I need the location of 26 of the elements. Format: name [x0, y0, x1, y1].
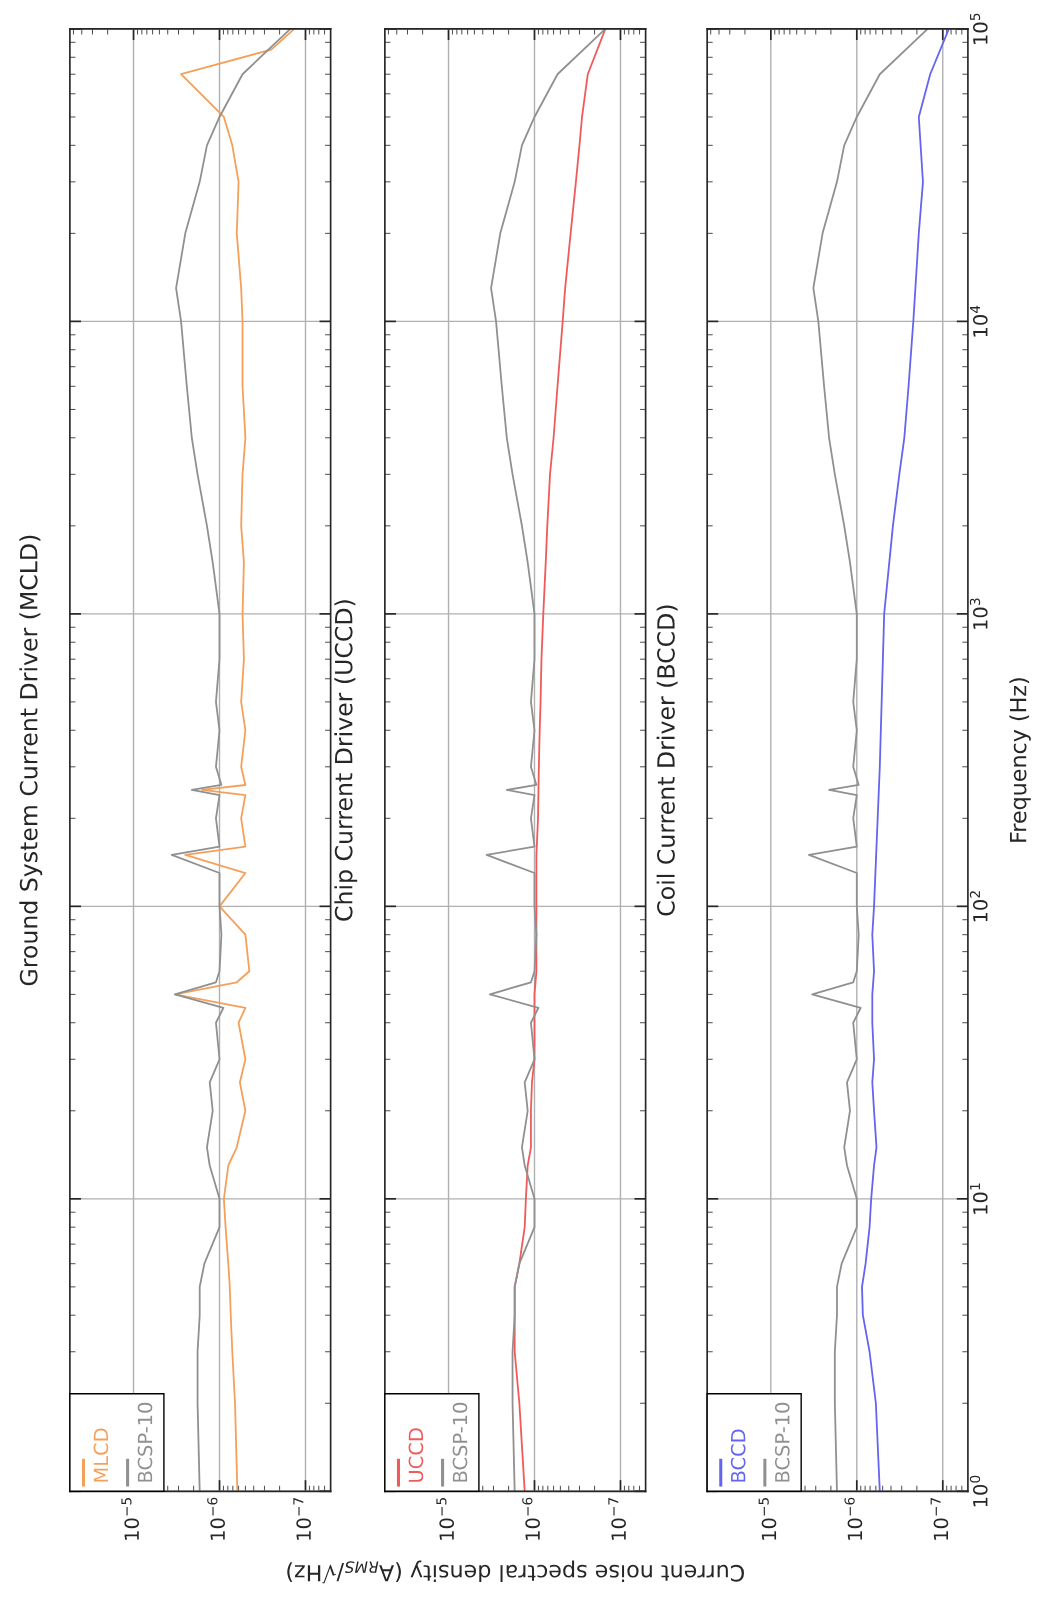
text: BCSP-10: [774, 1402, 790, 1482]
x-tick-label: 10$^{−6}$: [844, 1497, 863, 1540]
x-axis-title: Current noise spectral density (A$_{RMS}$/√Hz): [287, 1560, 744, 1584]
text: Coil Current Driver (BCCD): [656, 605, 678, 916]
x-tick-label: 10$^{−7}$: [608, 1498, 626, 1540]
y-tick-label: 10$^{1}$: [970, 1183, 988, 1214]
x-tick-label: 10$^{−7}$: [293, 1498, 311, 1540]
text: UCCD: [408, 1428, 424, 1482]
y-tick-label: 10$^{5}$: [970, 13, 988, 44]
y-tick-label: 10$^{3}$: [969, 598, 988, 629]
y-tick-label: 10$^{4}$: [970, 305, 988, 337]
text: BCSP-10: [452, 1402, 468, 1482]
text: Ground System Current Driver (MCLD): [19, 535, 43, 986]
y-tick-label: 10$^{2}$: [969, 891, 988, 922]
x-tick-label: 10$^{−5}$: [758, 1498, 777, 1540]
x-tick-label: 10$^{−6}$: [522, 1497, 540, 1540]
x-tick-label: 10$^{−5}$: [436, 1498, 455, 1540]
text: BCCD: [730, 1429, 746, 1482]
text: Chip Current Driver (UCCD): [334, 600, 358, 921]
y-tick-label: 10$^{0}$: [969, 1475, 988, 1507]
text: MLCD: [93, 1428, 109, 1482]
y-axis-title: Frequency (Hz): [1009, 678, 1031, 842]
x-tick-label: 10$^{−7}$: [930, 1498, 949, 1540]
text: BCSP-10: [137, 1402, 153, 1482]
x-tick-label: 10$^{−5}$: [121, 1498, 140, 1540]
x-tick-label: 10$^{−6}$: [207, 1497, 225, 1540]
